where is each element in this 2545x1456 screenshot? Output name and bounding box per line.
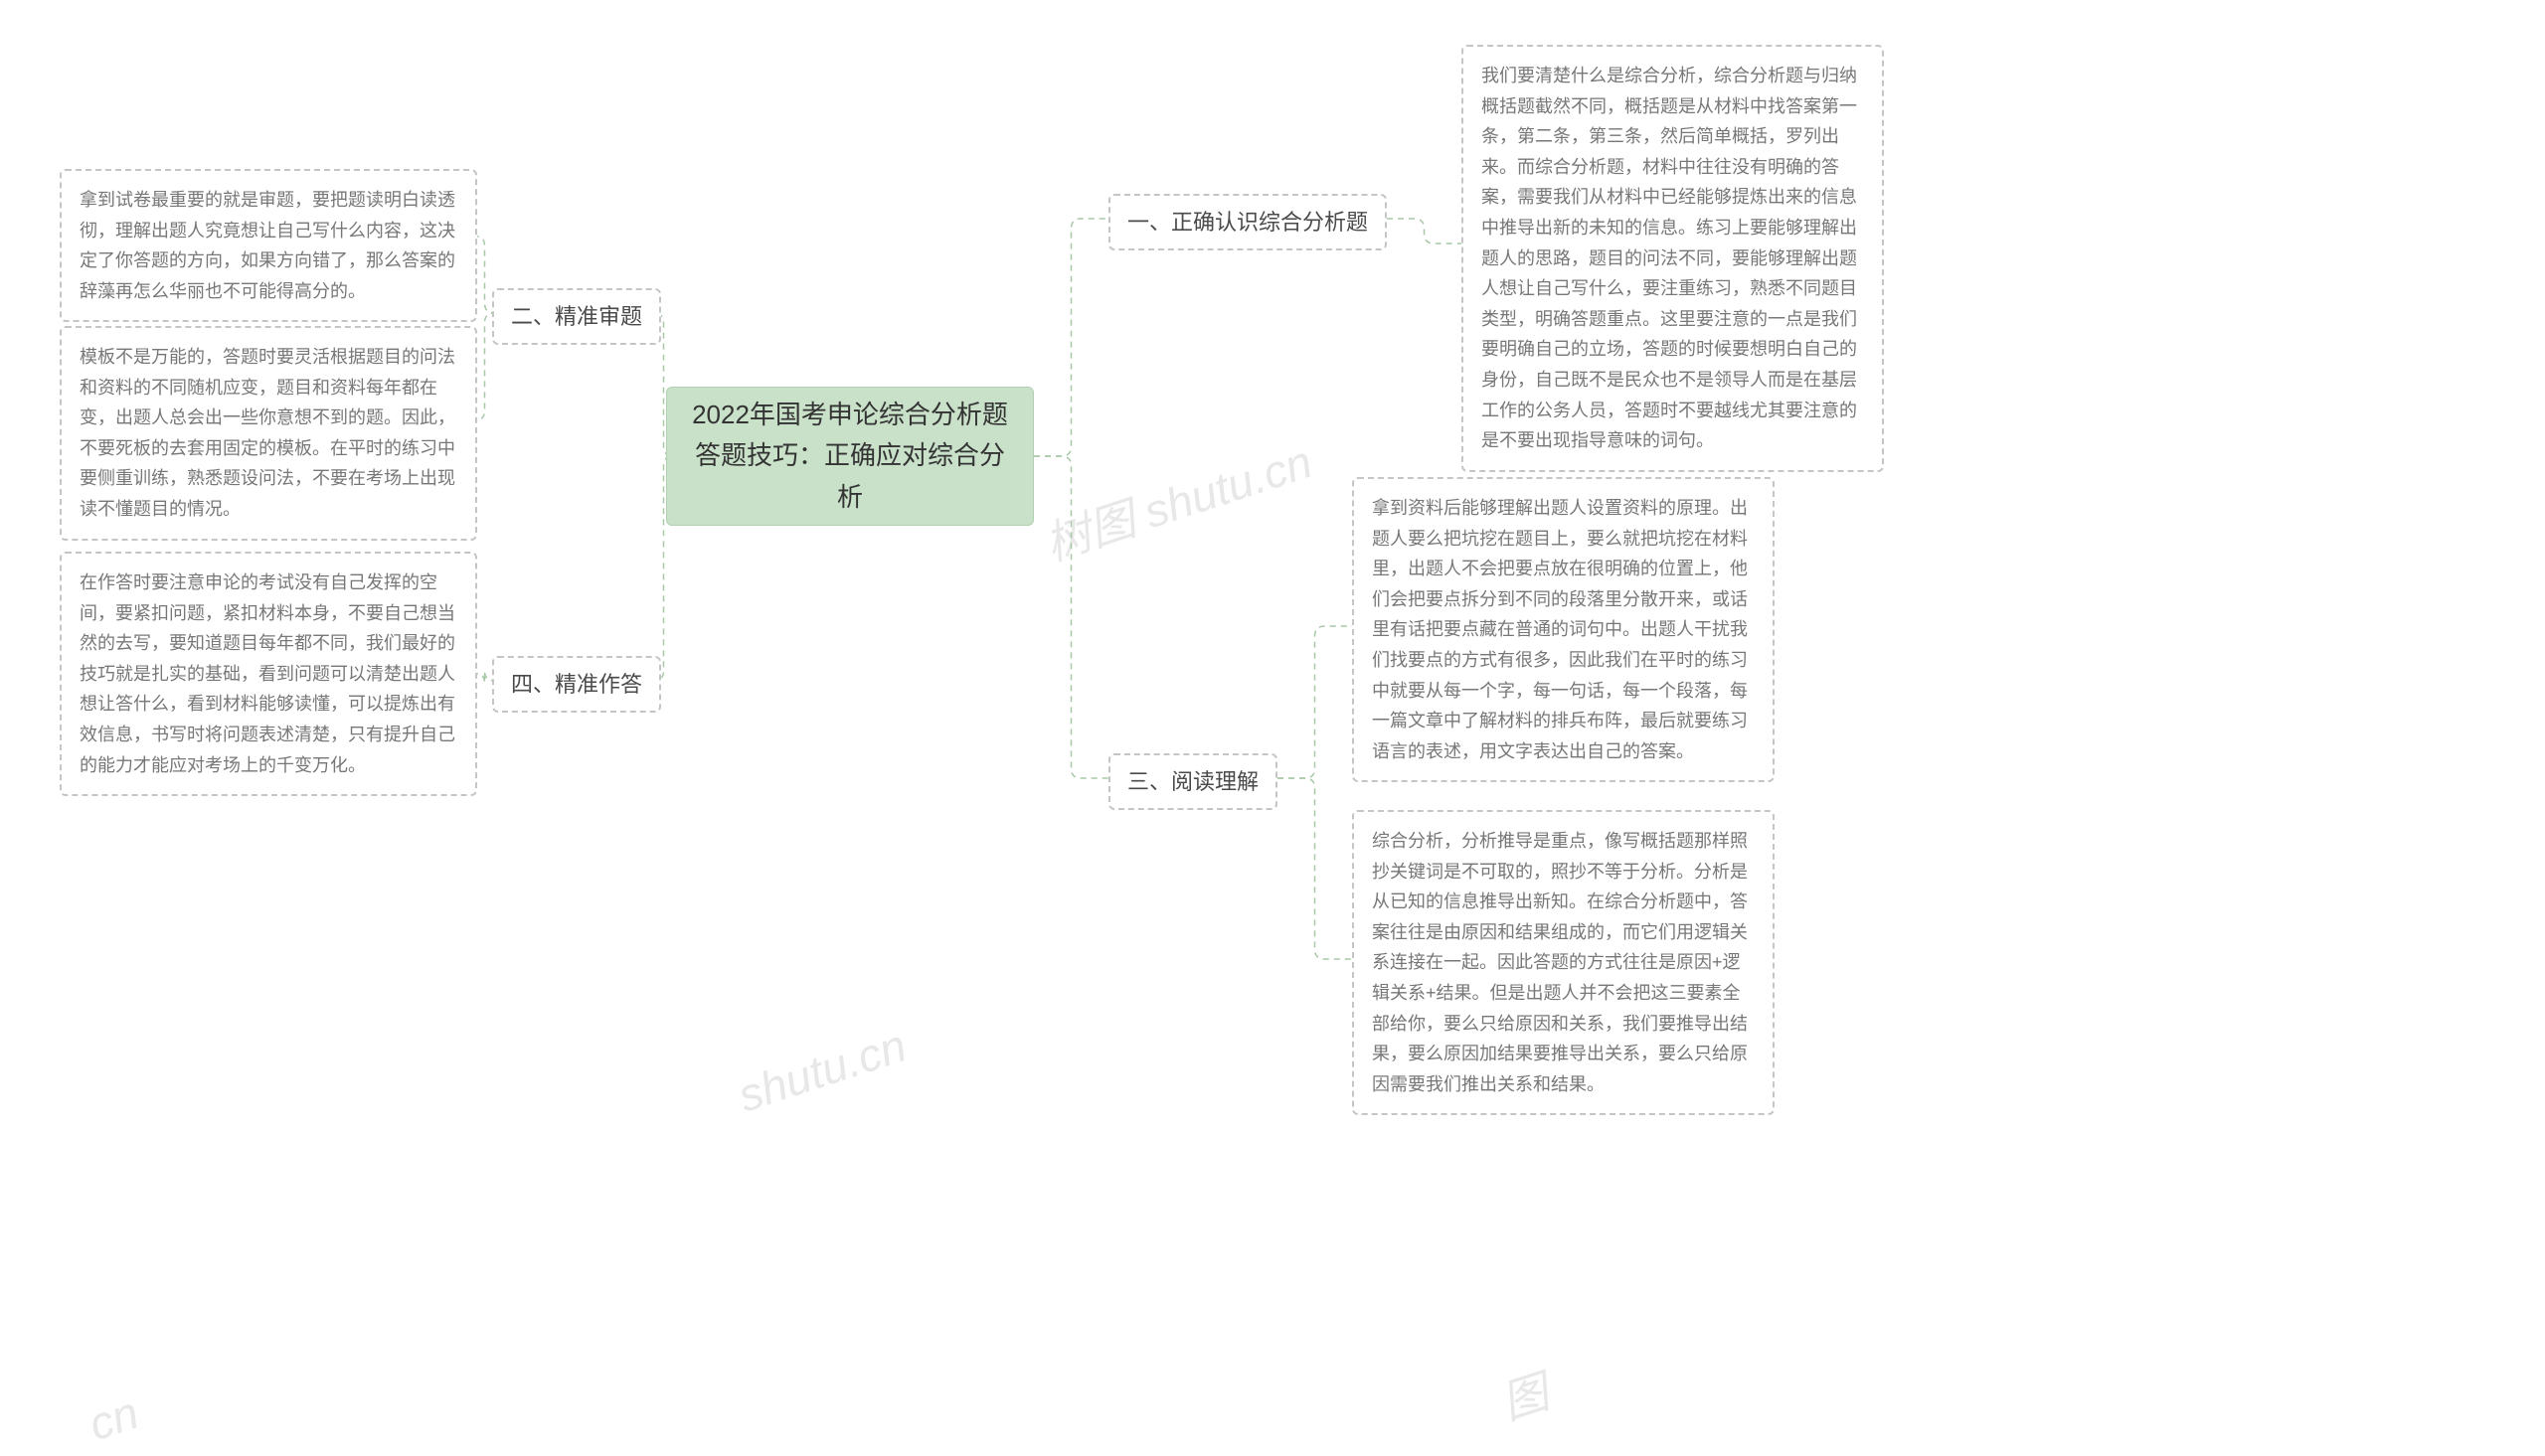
leaf-b1-0-text: 我们要清楚什么是综合分析，综合分析题与归纳概括题截然不同，概括题是从材料中找答案…: [1481, 61, 1864, 456]
leaf-b4-0: 在作答时要注意申论的考试没有自己发挥的空间，要紧扣问题，紧扣材料本身，不要自己想…: [60, 552, 477, 796]
leaf-b2-0: 拿到试卷最重要的就是审题，要把题读明白读透彻，理解出题人究竟想让自己写什么内容，…: [60, 169, 477, 322]
leaf-b2-1: 模板不是万能的，答题时要灵活根据题目的问法和资料的不同随机应变，题目和资料每年都…: [60, 326, 477, 541]
leaf-b4-0-text: 在作答时要注意申论的考试没有自己发挥的空间，要紧扣问题，紧扣材料本身，不要自己想…: [80, 567, 457, 780]
root-text: 2022年国考申论综合分析题答题技巧：正确应对综合分析: [683, 395, 1017, 519]
branch-b4: 四、精准作答: [492, 656, 661, 713]
leaf-b3-1-text: 综合分析，分析推导是重点，像写概括题那样照抄关键词是不可取的，照抄不等于分析。分…: [1372, 826, 1755, 1099]
watermark: shutu.cn: [732, 1018, 913, 1122]
root-node: 2022年国考申论综合分析题答题技巧：正确应对综合分析: [666, 387, 1034, 526]
branch-b4-text: 四、精准作答: [511, 668, 642, 701]
watermark: 图: [1492, 1357, 1556, 1433]
leaf-b2-0-text: 拿到试卷最重要的就是审题，要把题读明白读透彻，理解出题人究竟想让自己写什么内容，…: [80, 185, 457, 306]
branch-b3: 三、阅读理解: [1108, 753, 1277, 810]
branch-b2: 二、精准审题: [492, 288, 661, 345]
branch-b3-text: 三、阅读理解: [1127, 765, 1259, 798]
leaf-b1-0: 我们要清楚什么是综合分析，综合分析题与归纳概括题截然不同，概括题是从材料中找答案…: [1461, 45, 1884, 472]
leaf-b3-0-text: 拿到资料后能够理解出题人设置资料的原理。出题人要么把坑挖在题目上，要么就把坑挖在…: [1372, 493, 1755, 766]
branch-b1-text: 一、正确认识综合分析题: [1127, 206, 1368, 239]
branch-b1: 一、正确认识综合分析题: [1108, 194, 1387, 250]
watermark: cn: [83, 1385, 145, 1451]
branch-b2-text: 二、精准审题: [511, 300, 642, 333]
leaf-b2-1-text: 模板不是万能的，答题时要灵活根据题目的问法和资料的不同随机应变，题目和资料每年都…: [80, 342, 457, 525]
watermark: 树图 shutu.cn: [1036, 426, 1319, 574]
leaf-b3-1: 综合分析，分析推导是重点，像写概括题那样照抄关键词是不可取的，照抄不等于分析。分…: [1352, 810, 1775, 1115]
leaf-b3-0: 拿到资料后能够理解出题人设置资料的原理。出题人要么把坑挖在题目上，要么就把坑挖在…: [1352, 477, 1775, 782]
